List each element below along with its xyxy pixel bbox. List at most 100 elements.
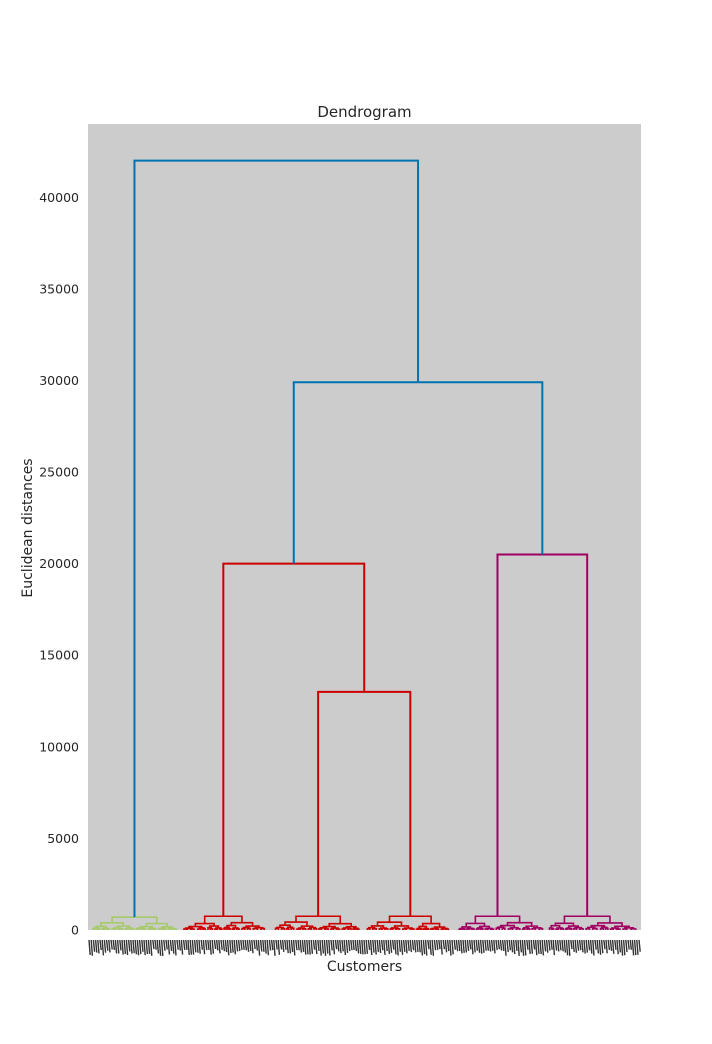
sub-link xyxy=(565,927,572,929)
leaf-tick-label xyxy=(145,939,149,955)
leaf-tick-label xyxy=(132,939,135,954)
leaf-tick-label xyxy=(242,939,245,950)
leaf-tick-label xyxy=(556,939,560,952)
leaf-tick-label xyxy=(532,939,536,950)
leaf-tick-label xyxy=(611,939,615,954)
sub-link xyxy=(126,927,133,929)
leaf-tick-label xyxy=(618,939,622,953)
leaf-tick-label xyxy=(180,939,184,955)
sub-link xyxy=(390,927,399,929)
merge-red-right xyxy=(317,690,412,917)
leaf-tick-label xyxy=(290,939,294,953)
sub-link xyxy=(401,928,408,930)
leaf-tick-label xyxy=(88,939,91,955)
y-tick-label: 25000 xyxy=(39,465,79,480)
sub-link xyxy=(331,927,339,930)
leaf-tick-label xyxy=(334,939,338,950)
leaf-tick-label xyxy=(222,939,226,952)
y-tick-label: 15000 xyxy=(39,648,79,663)
leaf-tick-label xyxy=(539,939,542,955)
leaf-tick-label xyxy=(576,939,580,951)
sub-link xyxy=(111,928,117,930)
y-tick-label: 35000 xyxy=(39,281,79,296)
leaf-tick-label xyxy=(594,939,597,950)
leaf-tick-label xyxy=(202,939,206,955)
leaf-tick-label xyxy=(257,939,261,956)
leaf-tick-label xyxy=(609,939,613,951)
leaf-tick-label xyxy=(369,939,373,956)
sub-link xyxy=(423,927,429,930)
sub-link xyxy=(470,928,475,930)
leaf-tick-label xyxy=(266,939,270,956)
leaf-tick-label xyxy=(400,939,404,955)
sub-link xyxy=(93,927,100,929)
sub-link xyxy=(604,927,609,930)
leaf-tick-label xyxy=(330,939,333,951)
leaf-tick-label xyxy=(255,939,259,951)
sub-link xyxy=(184,927,194,930)
sub-link xyxy=(188,925,203,929)
sub-link xyxy=(555,928,560,930)
leaf-tick-label xyxy=(328,939,331,956)
leaf-tick-label xyxy=(332,939,336,955)
leaf-tick-label xyxy=(512,939,516,955)
leaf-tick-label xyxy=(125,939,129,956)
leaf-tick-label xyxy=(306,939,309,955)
red-cluster-b xyxy=(274,915,360,930)
leaf-tick-label xyxy=(288,939,292,954)
leaf-tick-label xyxy=(134,939,138,955)
leaf-tick-label xyxy=(603,939,606,950)
sub-link xyxy=(568,927,573,930)
sub-link xyxy=(554,922,575,927)
leaf-tick-label xyxy=(526,939,529,950)
leaf-tick-label xyxy=(479,939,483,954)
y-tick-label: 0 xyxy=(71,923,79,938)
leaf-tick-label xyxy=(495,939,498,951)
leaf-tick-label xyxy=(138,939,142,955)
leaf-tick-label xyxy=(273,939,276,956)
leaf-tick-label xyxy=(114,939,118,954)
sub-link xyxy=(100,921,125,927)
leaf-tick-label xyxy=(578,939,582,951)
sub-link xyxy=(158,928,163,930)
leaf-tick-label xyxy=(264,939,267,954)
leaf-tick-label xyxy=(198,939,201,954)
sub-link xyxy=(209,928,214,930)
leaf-tick-label xyxy=(405,939,408,954)
leaf-tick-label xyxy=(515,939,518,951)
sub-link xyxy=(376,921,403,926)
leaf-tick-label xyxy=(116,939,120,954)
leaf-tick-label xyxy=(323,939,327,956)
leaf-tick-label xyxy=(545,939,549,953)
dendrogram-links xyxy=(92,159,637,931)
leaf-tick-label xyxy=(574,939,578,953)
sub-link xyxy=(379,927,388,929)
leaf-tick-label xyxy=(259,939,263,952)
leaf-tick-label xyxy=(292,939,296,956)
leaf-tick-label xyxy=(301,939,305,952)
leaf-tick-label xyxy=(167,939,171,955)
leaf-tick-label xyxy=(268,939,272,951)
sub-link xyxy=(579,928,584,930)
sub-link xyxy=(485,927,493,930)
plot-background xyxy=(88,124,641,930)
leaf-tick-label xyxy=(592,939,595,956)
leaf-tick-label xyxy=(396,939,399,956)
leaf-tick-label xyxy=(354,939,358,952)
leaf-tick-label xyxy=(517,939,520,956)
leaf-tick-label xyxy=(561,939,564,952)
sub-link xyxy=(509,926,519,929)
leaf-tick-label xyxy=(317,939,320,952)
sub-link xyxy=(141,928,147,930)
sub-link xyxy=(207,927,213,930)
leaf-tick-label xyxy=(376,939,380,953)
leaf-tick-label xyxy=(248,939,252,951)
leaf-tick-label xyxy=(482,939,485,953)
leaf-tick-label xyxy=(363,939,366,955)
leaf-tick-label xyxy=(411,939,415,951)
leaf-tick-label xyxy=(554,939,558,951)
leaf-tick-label xyxy=(215,939,219,951)
leaf-tick-label xyxy=(627,939,630,950)
leaf-labels xyxy=(88,939,641,956)
leaf-tick-label xyxy=(211,939,215,954)
